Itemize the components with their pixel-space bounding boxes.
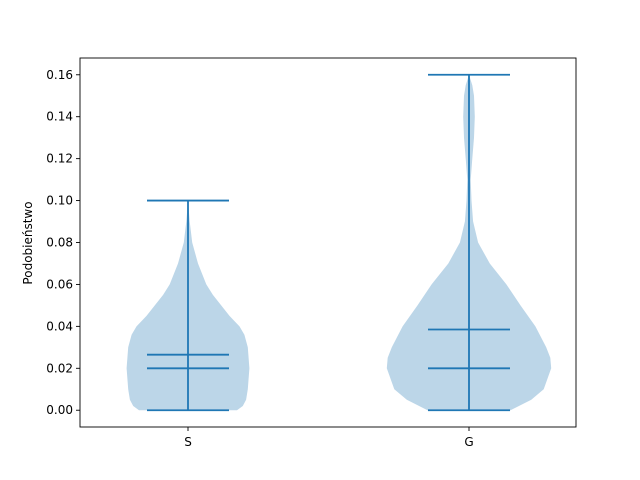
y-tick-label: 0.10 (46, 194, 73, 208)
y-tick-label: 0.04 (46, 319, 73, 333)
y-tick-label: 0.12 (46, 152, 73, 166)
y-tick-label: 0.16 (46, 68, 73, 82)
x-tick-label: G (464, 435, 473, 449)
y-tick-label: 0.06 (46, 277, 73, 291)
x-tick-label: S (184, 435, 192, 449)
y-tick-label: 0.08 (46, 236, 73, 250)
y-tick-label: 0.02 (46, 361, 73, 375)
y-tick-label: 0.00 (46, 403, 73, 417)
violin-layer (126, 73, 552, 412)
y-axis: 0.00 0.02 0.04 0.06 0.08 0.10 0.12 0.14 0.16 (46, 68, 80, 417)
y-axis-label: Podobieństwo (21, 201, 35, 284)
y-tick-label: 0.14 (46, 110, 73, 124)
